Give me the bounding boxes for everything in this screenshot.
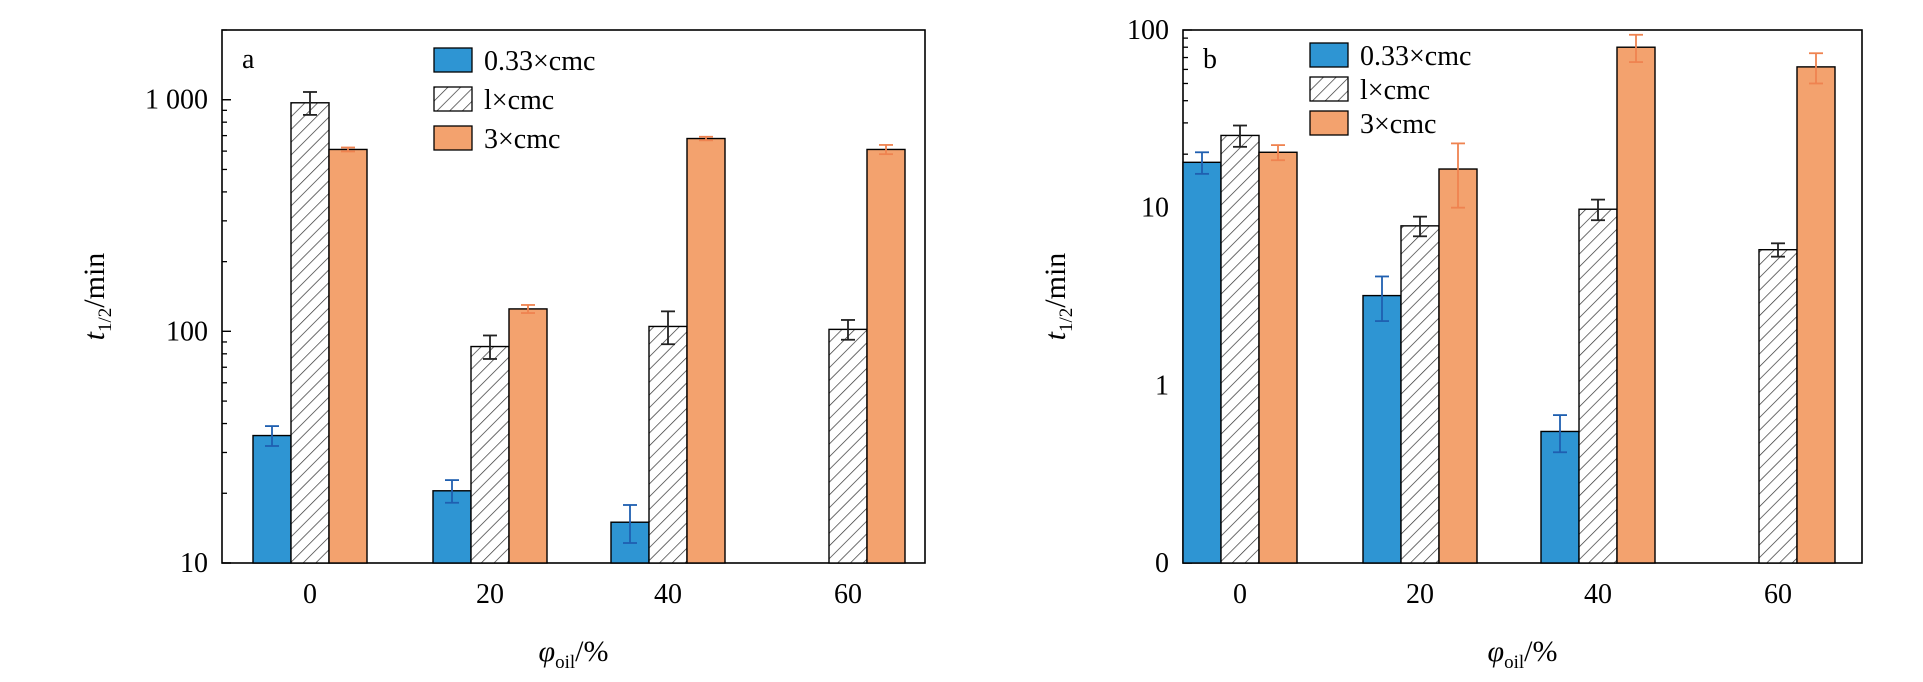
legend-label: 3×cmc bbox=[484, 124, 560, 155]
x-axis-label: φoil/% bbox=[539, 635, 609, 673]
bar-l×cmc-60 bbox=[828, 328, 868, 564]
y-tick-label: 10 bbox=[180, 548, 208, 579]
x-tick-label: 40 bbox=[1584, 579, 1612, 610]
legend-swatch bbox=[433, 125, 473, 151]
bar-l×cmc-40 bbox=[1578, 208, 1618, 564]
bar-l×cmc-20 bbox=[470, 345, 510, 564]
legend-swatch bbox=[433, 86, 473, 112]
bar-0.33×cmc-40 bbox=[1540, 430, 1580, 564]
bar-l×cmc-0 bbox=[1220, 134, 1260, 564]
chart-panel-a: 10 100 1 000 0 20 40 60 a 0.33×cmc l×cmc 3×cmc t1/2… bbox=[78, 29, 926, 673]
y-tick-label: 10 bbox=[1141, 193, 1169, 224]
x-tick-label: 60 bbox=[1764, 579, 1792, 610]
bar-3×cmc-40 bbox=[1616, 46, 1656, 564]
plot-frame bbox=[221, 29, 926, 564]
bar-l×cmc-60 bbox=[1758, 248, 1798, 564]
bar-l×cmc-40 bbox=[648, 325, 688, 564]
legend-label: 0.33×cmc bbox=[1360, 41, 1471, 72]
legend-label: l×cmc bbox=[484, 85, 554, 116]
bar-3×cmc-60 bbox=[866, 148, 906, 564]
bar-3×cmc-20 bbox=[508, 308, 548, 564]
legend-swatch bbox=[1309, 42, 1349, 68]
bar-3×cmc-20 bbox=[1438, 168, 1478, 564]
y-axis-label: t1/2/min bbox=[78, 253, 116, 341]
bar-3×cmc-40 bbox=[686, 137, 726, 564]
bar-l×cmc-0 bbox=[290, 102, 330, 564]
bar-0.33×cmc-0 bbox=[1182, 161, 1222, 564]
bar-0.33×cmc-0 bbox=[252, 434, 292, 564]
legend-label: 0.33×cmc bbox=[484, 46, 595, 77]
y-tick-label: 1 000 bbox=[145, 85, 208, 116]
legend-swatch bbox=[433, 47, 473, 73]
legend-swatch bbox=[1309, 110, 1349, 136]
y-tick-label: 100 bbox=[1127, 15, 1169, 46]
y-tick-label: 100 bbox=[166, 316, 208, 347]
legend-label: l×cmc bbox=[1360, 75, 1430, 106]
bar-3×cmc-60 bbox=[1796, 66, 1836, 564]
legend-swatch bbox=[1309, 76, 1349, 102]
bar-3×cmc-0 bbox=[1258, 151, 1298, 564]
x-tick-label: 60 bbox=[834, 579, 862, 610]
y-tick-label: 0 bbox=[1155, 548, 1169, 579]
x-tick-label: 40 bbox=[654, 579, 682, 610]
panel-label: b bbox=[1203, 44, 1217, 75]
y-tick-label: 1 bbox=[1155, 370, 1169, 401]
legend-label: 3×cmc bbox=[1360, 109, 1436, 140]
x-tick-label: 0 bbox=[303, 579, 317, 610]
x-tick-label: 20 bbox=[1406, 579, 1434, 610]
panel-label: a bbox=[242, 44, 255, 75]
bar-3×cmc-0 bbox=[328, 148, 368, 564]
bar-l×cmc-20 bbox=[1400, 225, 1440, 564]
x-axis-label: φoil/% bbox=[1488, 635, 1558, 673]
y-axis-label: t1/2/min bbox=[1039, 253, 1077, 341]
x-tick-label: 0 bbox=[1233, 579, 1247, 610]
bar-0.33×cmc-20 bbox=[1362, 294, 1402, 564]
x-tick-label: 20 bbox=[476, 579, 504, 610]
